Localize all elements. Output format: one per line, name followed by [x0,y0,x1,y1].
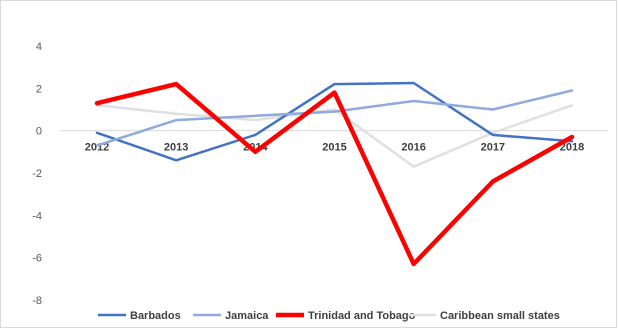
legend: Barbados Jamaica Trinidad and Tobago Caribb… [98,310,560,322]
series-layer [94,81,575,267]
x-tick-label: 2016 [401,142,425,154]
y-tick-label: -2 [32,168,42,180]
series-line-caribbean-small-states [95,104,574,168]
x-tick-label: 2015 [322,142,346,154]
y-tick-label: -4 [32,210,42,222]
y-tick-label: 0 [36,126,42,138]
series-line-barbados [95,81,574,162]
y-axis: 4 2 0 -2 -4 -6 -8 [32,41,42,307]
legend-label: Caribbean small states [440,310,560,322]
x-tick-label: 2013 [164,142,188,154]
series-line-jamaica [95,89,574,147]
y-tick-label: 4 [36,41,42,53]
legend-label: Trinidad and Tobago [308,310,416,322]
y-tick-label: 2 [36,83,42,95]
series-line-trinidad-and-tobago [94,81,575,267]
legend-label: Jamaica [225,310,269,322]
x-axis: 2012 2013 2014 2015 2016 2017 2018 [85,142,584,154]
y-tick-label: -6 [32,253,42,265]
x-tick-label: 2018 [560,142,584,154]
x-tick-label: 2017 [481,142,505,154]
y-tick-label: -8 [32,295,42,307]
legend-label: Barbados [130,310,181,322]
